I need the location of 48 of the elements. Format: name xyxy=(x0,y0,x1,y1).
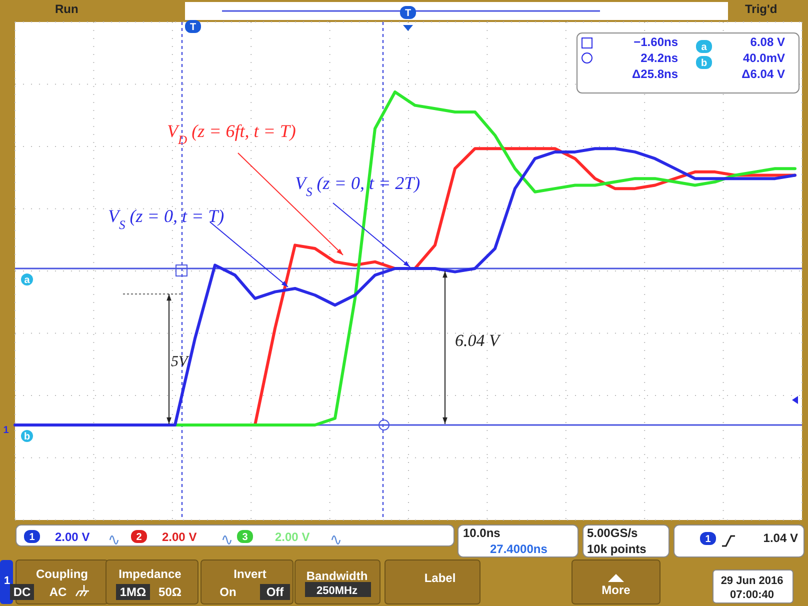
text: 07:00:40 xyxy=(730,589,774,601)
text: 50Ω xyxy=(158,585,182,599)
text: Invert xyxy=(234,567,266,581)
text: Run xyxy=(55,2,78,16)
text: 2.00 V xyxy=(162,530,197,544)
text: 1 xyxy=(705,534,712,545)
text: More xyxy=(602,583,631,597)
text: 3 xyxy=(242,532,248,543)
text: Impedance xyxy=(118,567,182,581)
text: 1 xyxy=(4,575,10,587)
text: 24.2ns xyxy=(640,51,678,65)
text: 250MHz xyxy=(316,585,358,597)
text: DC xyxy=(13,585,31,599)
text: a xyxy=(701,42,708,53)
text: Bandwidth xyxy=(306,569,368,583)
text: 6.08 V xyxy=(750,35,785,49)
text: −1.60ns xyxy=(634,35,678,49)
text: 2 xyxy=(136,532,142,543)
text: 2.00 V xyxy=(275,530,310,544)
text: Trig'd xyxy=(745,2,778,16)
text: T xyxy=(190,22,196,33)
text: 1 xyxy=(3,425,10,436)
text: Δ6.04 V xyxy=(742,67,785,81)
text: Δ25.8ns xyxy=(632,67,678,81)
text: Off xyxy=(266,585,285,599)
text: On xyxy=(220,585,236,599)
text: Label xyxy=(424,571,456,585)
text: 1.04 V xyxy=(763,531,798,545)
ref-line-label: a xyxy=(24,274,30,286)
ref-line-label: b xyxy=(24,432,30,442)
annotation: V$_{S}$ (z = 0, t = T) xyxy=(108,206,224,232)
text: 10k points xyxy=(587,542,647,556)
annotation: 5V xyxy=(171,354,190,370)
text: 5.00GS/s xyxy=(587,526,638,540)
text: 29 Jun 2016 xyxy=(720,575,784,587)
text: AC xyxy=(49,585,67,599)
text: 1MΩ xyxy=(120,585,147,599)
text: 10.0ns xyxy=(463,526,501,540)
text: Coupling xyxy=(36,567,88,581)
text: 40.0mV xyxy=(742,51,785,65)
annotation: V$_{D}$ (z = 6ft, t = T) xyxy=(167,121,296,147)
text: T xyxy=(404,8,412,19)
text: 2.00 V xyxy=(55,530,90,544)
text: 27.4000ns xyxy=(490,542,548,556)
annotation: 6.04 V xyxy=(455,331,502,350)
annotation: V$_{S}$ (z = 0, t = 2T) xyxy=(295,173,420,199)
text: b xyxy=(700,58,708,69)
text: 1 xyxy=(29,532,36,543)
